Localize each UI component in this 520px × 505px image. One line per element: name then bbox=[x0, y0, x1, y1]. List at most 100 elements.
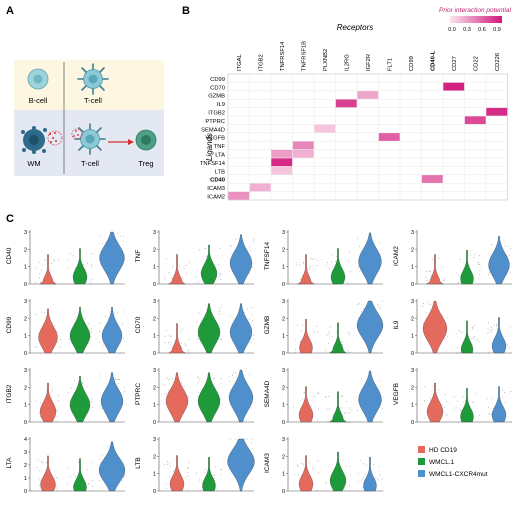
violin-point bbox=[325, 483, 327, 485]
violin-y-tick-label: 3 bbox=[153, 299, 156, 305]
violin-point bbox=[41, 311, 43, 313]
violin-point bbox=[509, 255, 510, 256]
wm-cell-icon bbox=[21, 126, 63, 154]
violin-point bbox=[199, 249, 201, 251]
violin-point bbox=[446, 317, 448, 319]
violin-point bbox=[164, 335, 166, 337]
violin-point bbox=[249, 318, 251, 320]
violin-point bbox=[329, 409, 331, 410]
violin-point bbox=[220, 377, 222, 379]
violin-point bbox=[317, 331, 319, 333]
violin-y-tick-label: 3 bbox=[411, 299, 414, 305]
violin-point bbox=[309, 268, 311, 270]
panel-a: A B-cell T-cell bbox=[6, 5, 164, 176]
violin-shape bbox=[72, 248, 88, 285]
violin-point bbox=[251, 314, 253, 316]
violin-point bbox=[82, 311, 84, 313]
violin-point bbox=[252, 307, 254, 308]
violin-point bbox=[67, 467, 69, 469]
violin-point bbox=[220, 306, 222, 308]
violin-point bbox=[357, 409, 358, 411]
violin-point bbox=[218, 313, 220, 315]
violin-gene-label: TNFSF14 bbox=[264, 242, 271, 271]
violin-y-tick-label: 2 bbox=[24, 385, 27, 391]
violin-point bbox=[38, 460, 40, 462]
violin-point bbox=[164, 276, 166, 278]
heatmap-cell bbox=[335, 99, 357, 108]
violin-y-tick-label: 4 bbox=[24, 437, 27, 443]
violin-point bbox=[58, 400, 60, 401]
violin-point bbox=[73, 283, 75, 285]
violin-point bbox=[249, 373, 251, 375]
violin-point bbox=[360, 311, 362, 313]
violin-point bbox=[458, 330, 460, 332]
violin-point bbox=[479, 255, 480, 257]
violin-y-tick-label: 0 bbox=[153, 282, 156, 288]
violin-point bbox=[491, 243, 493, 245]
violin-point bbox=[438, 257, 439, 259]
violin-point bbox=[349, 334, 351, 336]
violin-point bbox=[99, 462, 101, 464]
violin-point bbox=[201, 488, 203, 490]
violin-plot: LTB 0 1 2 3 bbox=[135, 437, 255, 495]
violin-point bbox=[314, 331, 316, 333]
violin-point bbox=[316, 325, 318, 327]
legend-swatch bbox=[418, 446, 425, 453]
violin-point bbox=[457, 283, 459, 285]
violin-point bbox=[328, 333, 330, 335]
violin-plot: TNF 0 1 2 3 bbox=[135, 230, 255, 288]
violin-point bbox=[458, 421, 459, 423]
violin-shape bbox=[297, 254, 315, 285]
violin-y-tick-label: 1 bbox=[24, 265, 27, 271]
violin-point bbox=[250, 407, 252, 409]
violin-point bbox=[55, 486, 57, 488]
violin-point bbox=[67, 267, 69, 269]
violin-point bbox=[381, 478, 383, 480]
violin-plot: TNFSF14 0 1 2 3 bbox=[264, 230, 383, 288]
violin-y-tick-label: 2 bbox=[282, 454, 285, 460]
violin-point bbox=[164, 352, 166, 354]
violin-point bbox=[455, 407, 457, 409]
violin-y-tick-label: 2 bbox=[153, 385, 156, 391]
violin-point bbox=[349, 421, 351, 423]
violin-point bbox=[99, 342, 101, 344]
violin-point bbox=[294, 339, 296, 341]
violin-point bbox=[101, 454, 103, 456]
ligands-title: Ligands bbox=[205, 133, 214, 161]
violin-point bbox=[422, 303, 424, 305]
violin-point bbox=[469, 255, 471, 257]
violin-point bbox=[167, 377, 168, 379]
receptor-label: CD40-L bbox=[430, 50, 436, 71]
violin-point bbox=[350, 410, 352, 412]
violin-point bbox=[45, 390, 47, 391]
violin-point bbox=[349, 489, 350, 491]
ligand-label: ICAM3 bbox=[207, 186, 225, 192]
violin-point bbox=[295, 348, 297, 350]
violin-point bbox=[204, 471, 206, 473]
violin-point bbox=[357, 267, 359, 269]
treg-label: Treg bbox=[138, 159, 153, 168]
tcell-bottom-icon bbox=[71, 123, 106, 155]
violin-point bbox=[43, 264, 45, 266]
violin-y-tick-label: 3 bbox=[411, 230, 414, 236]
violin-gene-label: CD40 bbox=[6, 247, 13, 264]
violin-point bbox=[315, 268, 317, 270]
violin-point bbox=[87, 262, 89, 264]
violin-point bbox=[459, 352, 461, 354]
violin-point bbox=[102, 243, 104, 245]
violin-point bbox=[115, 379, 117, 381]
violin-point bbox=[359, 245, 361, 247]
receptor-label: PLXNB2 bbox=[323, 49, 329, 71]
violin-point bbox=[474, 254, 476, 256]
violin-point bbox=[426, 279, 428, 281]
violin-point bbox=[366, 464, 368, 466]
violin-point bbox=[331, 254, 333, 256]
violin-point bbox=[301, 330, 303, 332]
violin-point bbox=[317, 392, 319, 394]
violin-point bbox=[168, 271, 170, 273]
violin-shape bbox=[100, 372, 124, 423]
violin-y-tick-label: 1 bbox=[282, 472, 285, 478]
violin-point bbox=[82, 381, 84, 383]
violin-point bbox=[219, 248, 221, 249]
violin-y-tick-label: 1 bbox=[153, 334, 156, 340]
